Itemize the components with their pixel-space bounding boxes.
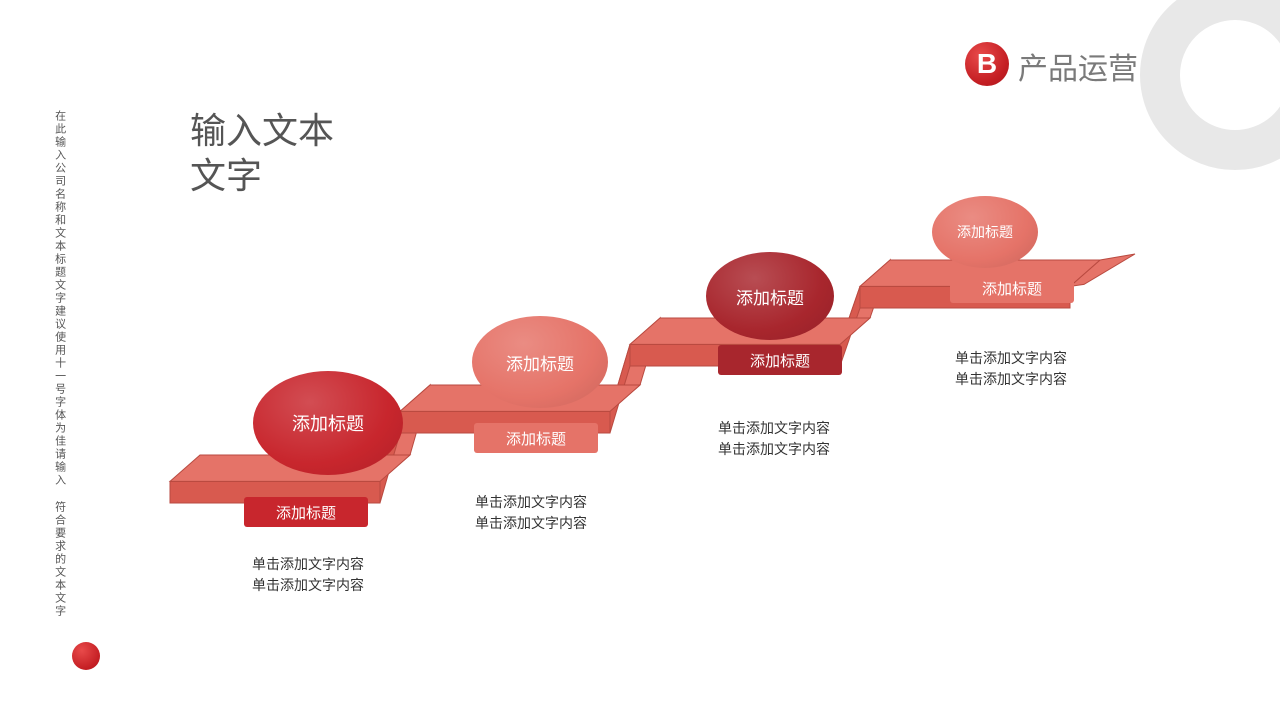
step-1-bubble: 添加标题 [253, 371, 403, 475]
step-2-label-bar: 添加标题 [474, 423, 598, 453]
step-4-description: 单击添加文字内容 单击添加文字内容 [955, 348, 1067, 390]
corner-dot [72, 642, 100, 670]
step-4-label-bar: 添加标题 [950, 273, 1074, 303]
step-3-description: 单击添加文字内容 单击添加文字内容 [718, 418, 830, 460]
step-1-description: 单击添加文字内容 单击添加文字内容 [252, 554, 364, 596]
step-2-description: 单击添加文字内容 单击添加文字内容 [475, 492, 587, 534]
step-3-bubble: 添加标题 [706, 252, 834, 340]
step-4-bubble: 添加标题 [932, 196, 1038, 268]
step-1-label-bar: 添加标题 [244, 497, 368, 527]
step-3-label-bar: 添加标题 [718, 345, 842, 375]
step-2-bubble: 添加标题 [472, 316, 608, 408]
staircase-svg [0, 0, 1280, 720]
